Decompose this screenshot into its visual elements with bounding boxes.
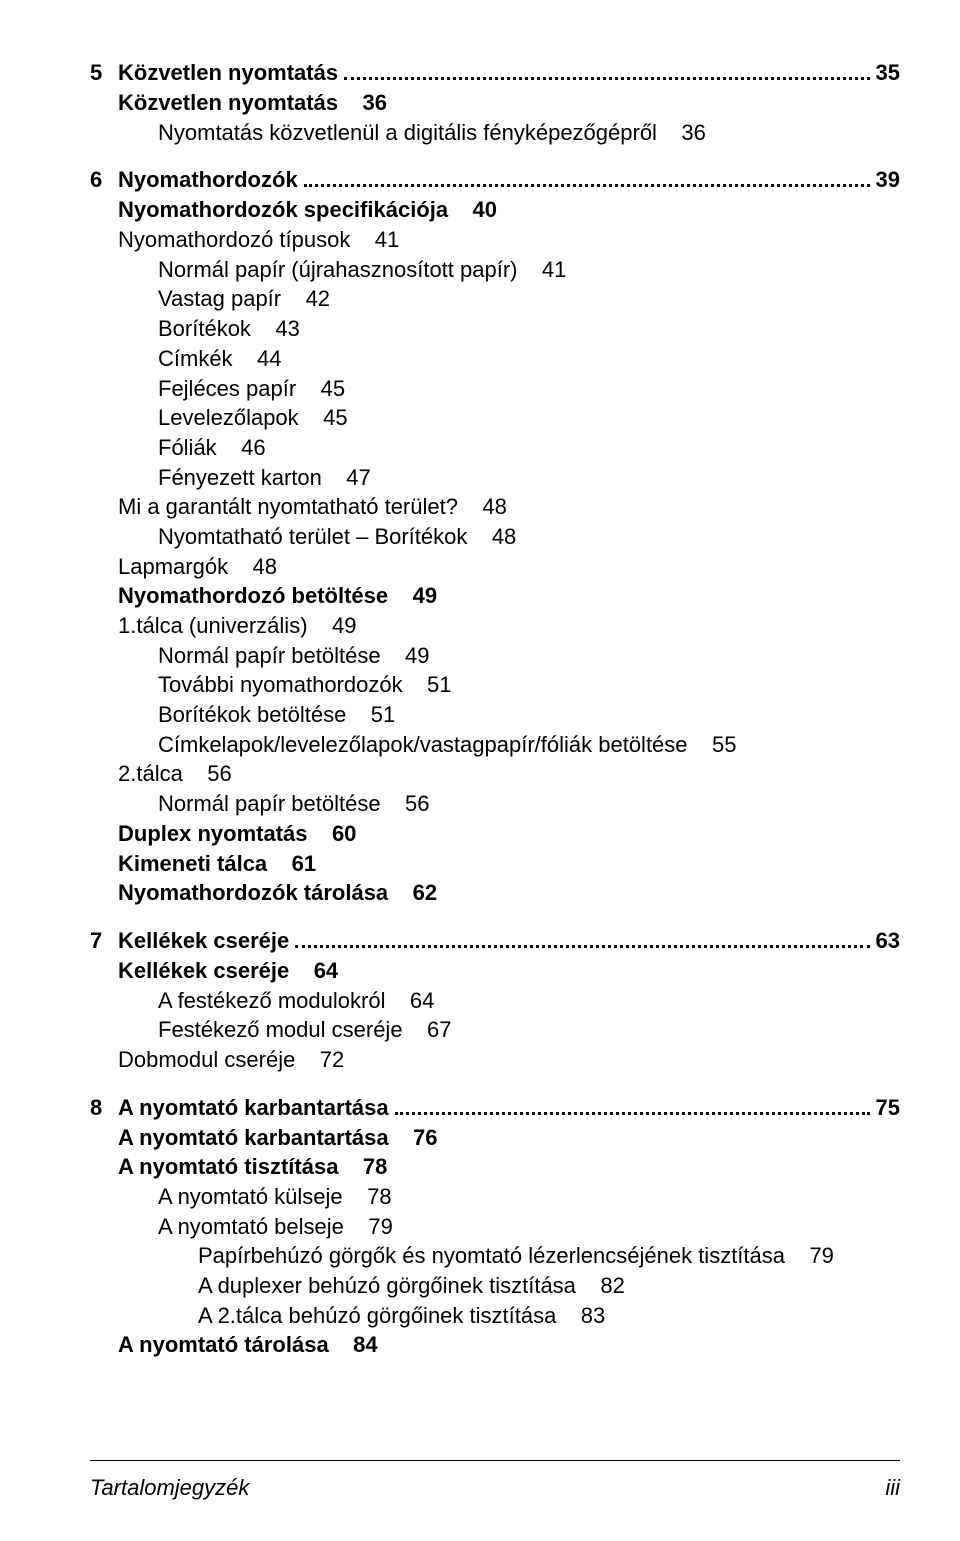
chapter-title-row: A nyomtató karbantartása 75 (118, 1095, 900, 1121)
footer-row: Tartalomjegyzék iii (90, 1475, 900, 1501)
toc-entry: Fejléces papír 45 (158, 374, 900, 404)
toc-entry: Nyomathordozók specifikációja 40 (118, 195, 900, 225)
toc-entry: A nyomtató tisztítása 78 (118, 1152, 900, 1182)
chapter-page: 63 (876, 928, 900, 954)
chapter-title-row: Közvetlen nyomtatás 35 (118, 60, 900, 86)
chapter-number: 7 (90, 928, 118, 954)
toc-entry: Normál papír betöltése 56 (158, 789, 900, 819)
footer-right: iii (885, 1475, 900, 1501)
toc-entry: Kellékek cseréje 64 (118, 956, 900, 986)
toc-entry: A 2.tálca behúzó görgőinek tisztítása 83 (198, 1301, 900, 1331)
toc-entry: További nyomathordozók 51 (158, 670, 900, 700)
toc-entry: Borítékok betöltése 51 (158, 700, 900, 730)
toc-entry: Címkék 44 (158, 344, 900, 374)
footer-left: Tartalomjegyzék (90, 1475, 249, 1501)
toc-entry: Címkelapok/levelezőlapok/vastagpapír/fól… (158, 730, 900, 760)
toc-entry: Nyomathordozók tárolása 62 (118, 878, 900, 908)
page-footer: Tartalomjegyzék iii (90, 1460, 900, 1501)
toc-entry: A nyomtató karbantartása 76 (118, 1123, 900, 1153)
chapter-title: Nyomathordozók (118, 167, 298, 193)
toc-entry: Lapmargók 48 (118, 552, 900, 582)
dot-leader (395, 1112, 870, 1115)
chapter-number: 5 (90, 60, 118, 86)
chapter-number: 8 (90, 1095, 118, 1121)
toc-entry: Vastag papír 42 (158, 284, 900, 314)
page: 5Közvetlen nyomtatás 35Közvetlen nyomtatá… (0, 0, 960, 1541)
toc-entry: Nyomtatás közvetlenül a digitális fényké… (158, 118, 900, 148)
toc-entry: Levelezőlapok 45 (158, 403, 900, 433)
chapter-number: 6 (90, 167, 118, 193)
table-of-contents: 5Közvetlen nyomtatás 35Közvetlen nyomtatá… (90, 60, 900, 1360)
section-block: A nyomtató karbantartása 76A nyomtató ti… (90, 1123, 900, 1361)
dot-leader (295, 945, 869, 948)
section-block: Nyomathordozók specifikációja 40Nyomatho… (90, 195, 900, 908)
footer-divider (90, 1460, 900, 1461)
toc-entry: Fóliák 46 (158, 433, 900, 463)
toc-entry: A nyomtató külseje 78 (158, 1182, 900, 1212)
toc-entry: Duplex nyomtatás 60 (118, 819, 900, 849)
toc-entry: Papírbehúzó görgők és nyomtató lézerlenc… (198, 1241, 900, 1271)
toc-entry: Kimeneti tálca 61 (118, 849, 900, 879)
chapter-heading: 8A nyomtató karbantartása 75 (90, 1095, 900, 1121)
chapter-page: 39 (876, 167, 900, 193)
chapter-page: 35 (876, 60, 900, 86)
toc-entry: A nyomtató belseje 79 (158, 1212, 900, 1242)
chapter-title: A nyomtató karbantartása (118, 1095, 389, 1121)
toc-entry: Nyomathordozó típusok 41 (118, 225, 900, 255)
toc-entry: Nyomathordozó betöltése 49 (118, 581, 900, 611)
chapter-heading: 7Kellékek cseréje 63 (90, 928, 900, 954)
toc-entry: A duplexer behúzó görgőinek tisztítása 8… (198, 1271, 900, 1301)
dot-leader (344, 77, 869, 80)
toc-entry: A nyomtató tárolása 84 (118, 1330, 900, 1360)
chapter-page: 75 (876, 1095, 900, 1121)
chapter-title: Kellékek cseréje (118, 928, 289, 954)
chapter-title-row: Kellékek cseréje 63 (118, 928, 900, 954)
toc-entry: 2.tálca 56 (118, 759, 900, 789)
toc-entry: Fényezett karton 47 (158, 463, 900, 493)
section-block: Közvetlen nyomtatás 36Nyomtatás közvetle… (90, 88, 900, 147)
toc-entry: Mi a garantált nyomtatható terület? 48 (118, 492, 900, 522)
chapter-heading: 6Nyomathordozók 39 (90, 167, 900, 193)
toc-entry: Normál papír (újrahasznosított papír) 41 (158, 255, 900, 285)
toc-entry: A festékező modulokról 64 (158, 986, 900, 1016)
toc-entry: 1.tálca (univerzális) 49 (118, 611, 900, 641)
toc-entry: Borítékok 43 (158, 314, 900, 344)
toc-entry: Közvetlen nyomtatás 36 (118, 88, 900, 118)
section-block: Kellékek cseréje 64A festékező modulokró… (90, 956, 900, 1075)
toc-entry: Normál papír betöltése 49 (158, 641, 900, 671)
toc-entry: Dobmodul cseréje 72 (118, 1045, 900, 1075)
chapter-heading: 5Közvetlen nyomtatás 35 (90, 60, 900, 86)
chapter-title: Közvetlen nyomtatás (118, 60, 338, 86)
toc-entry: Nyomtatható terület – Borítékok 48 (158, 522, 900, 552)
dot-leader (304, 184, 870, 187)
toc-entry: Festékező modul cseréje 67 (158, 1015, 900, 1045)
chapter-title-row: Nyomathordozók 39 (118, 167, 900, 193)
